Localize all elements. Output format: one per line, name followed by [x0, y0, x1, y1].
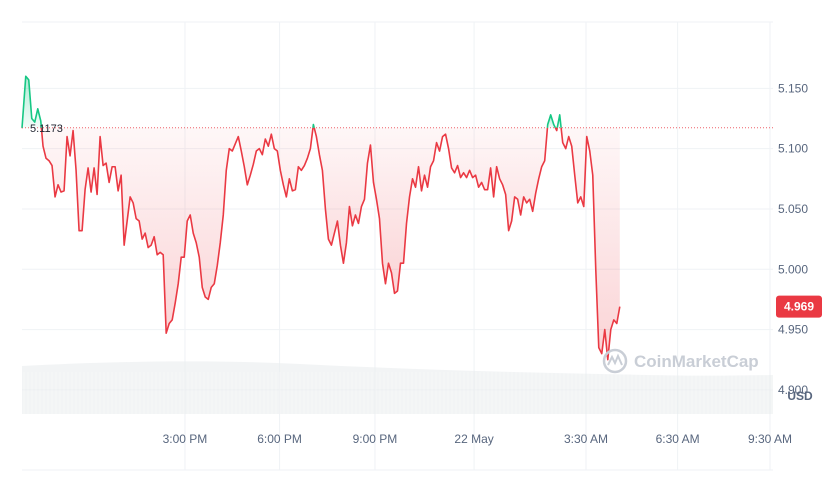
y-tick-label: 4.900	[778, 383, 808, 397]
x-tick-label: 9:30 AM	[748, 432, 792, 446]
y-tick-label: 5.150	[778, 81, 808, 95]
volume-band	[22, 361, 773, 414]
y-tick-label: 5.100	[778, 142, 808, 156]
y-tick-label: 5.050	[778, 202, 808, 216]
price-line-up	[546, 114, 557, 129]
area-fill-down	[561, 127, 620, 360]
price-line-up	[556, 114, 562, 128]
price-line-down	[40, 127, 314, 334]
price-line-down	[313, 127, 549, 295]
price-line	[21, 75, 621, 361]
price-line-up	[312, 123, 315, 128]
x-tick-label: 3:00 PM	[163, 432, 208, 446]
x-tick-label: 9:00 PM	[353, 432, 398, 446]
volume-area	[22, 361, 773, 414]
y-tick-label: 5.000	[778, 262, 808, 276]
price-line-up	[21, 75, 43, 128]
price-line-down	[554, 127, 559, 132]
price-line-down	[560, 127, 621, 361]
watermark-text: CoinMarketCap	[634, 352, 759, 371]
x-axis-ticks: 3:00 PM 6:00 PM 9:00 PM 22 May 3:30 AM 6:30 A…	[163, 432, 792, 446]
current-price-badge: 4.969	[776, 295, 822, 318]
y-axis-ticks: 5.150 5.100 5.050 5.000 4.950 4.900	[778, 81, 808, 397]
x-tick-label: 22 May	[454, 432, 493, 446]
x-tick-label: 3:30 AM	[564, 432, 608, 446]
coinmarketcap-watermark: CoinMarketCap	[602, 348, 759, 374]
x-tick-label: 6:30 AM	[656, 432, 700, 446]
reference-price-label: 5.1173	[30, 123, 63, 135]
x-tick-label: 6:00 PM	[257, 432, 302, 446]
y-tick-label: 4.950	[778, 323, 808, 337]
currency-label: USD	[787, 389, 813, 403]
coinmarketcap-logo-icon	[602, 348, 628, 374]
price-area-fill	[22, 76, 620, 360]
current-price-label: 4.969	[784, 300, 814, 314]
